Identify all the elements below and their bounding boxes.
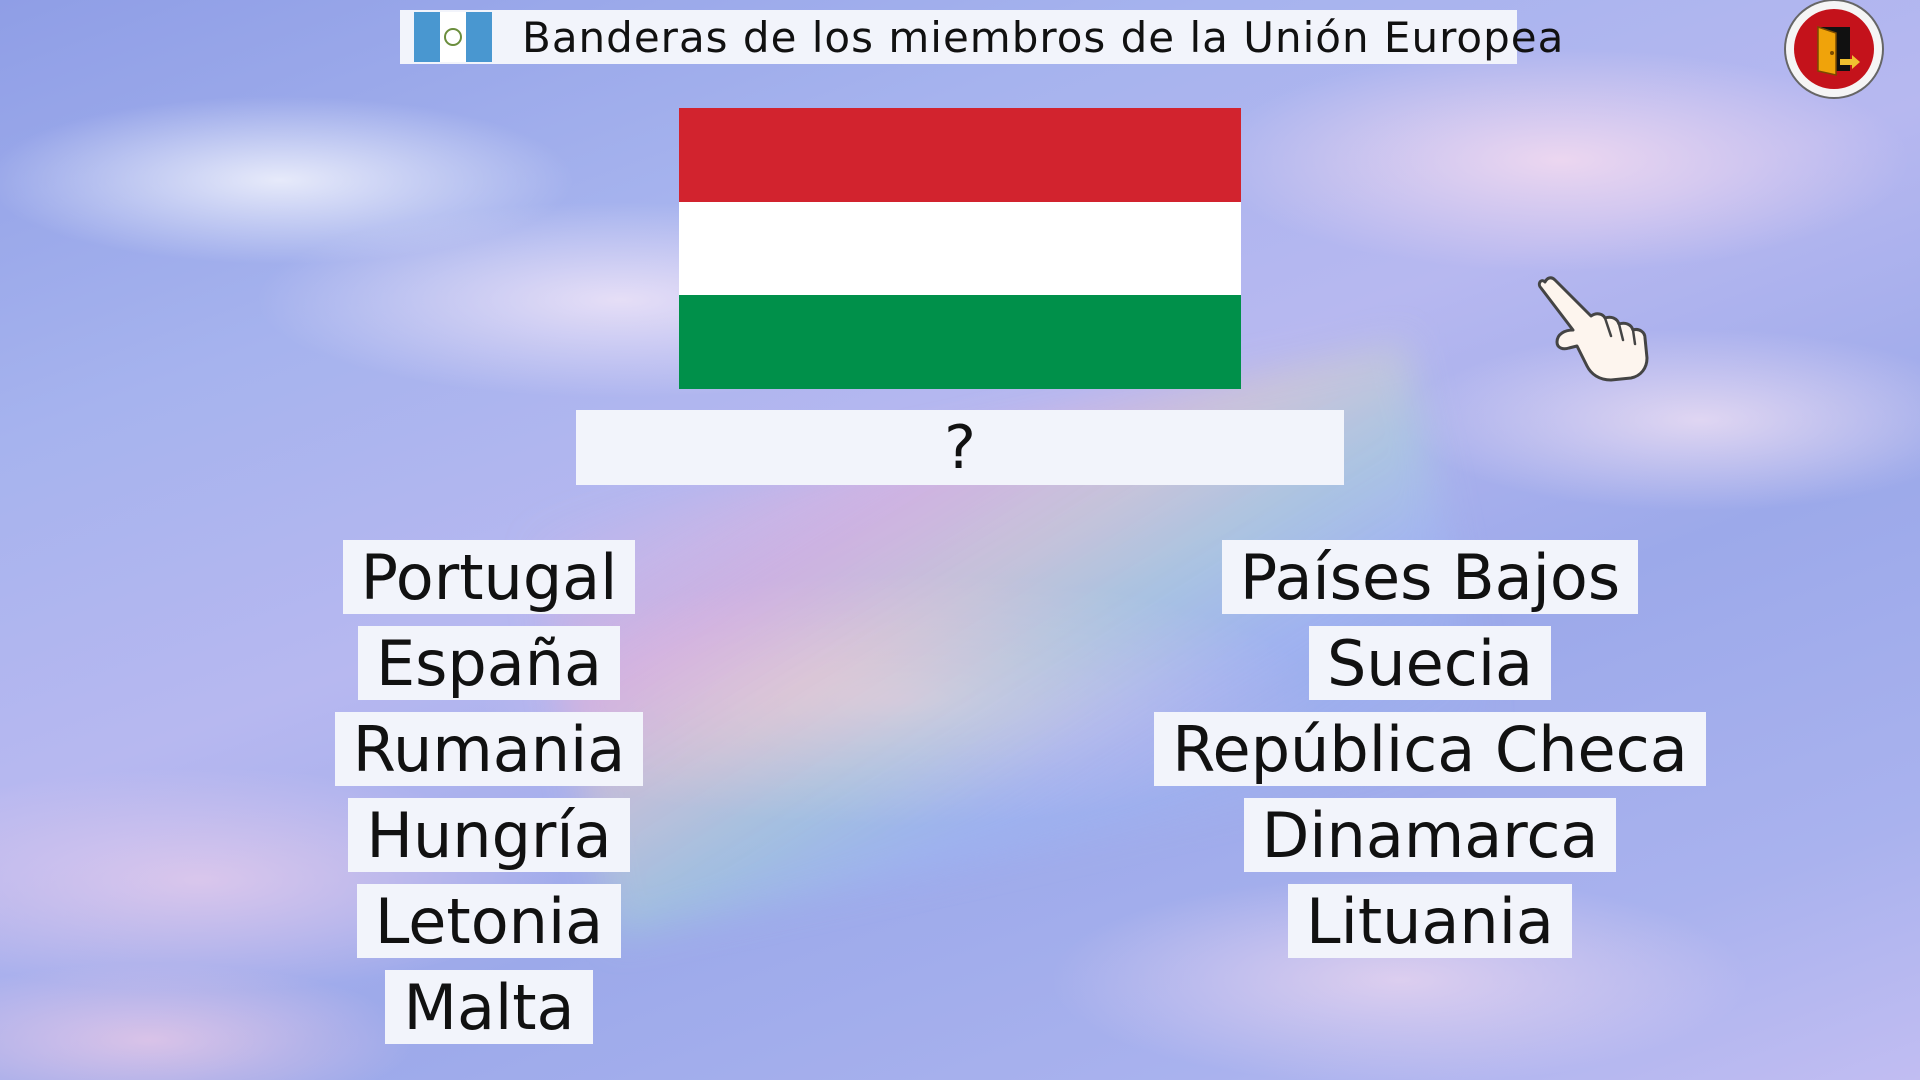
option-malta[interactable]: Malta	[385, 970, 593, 1044]
option-letonia[interactable]: Letonia	[356, 884, 622, 958]
option-republica-checa[interactable]: República Checa	[1154, 712, 1706, 786]
flag-stripe-red	[679, 108, 1241, 202]
answer-box: ?	[576, 410, 1344, 485]
flag-stripe-green	[679, 295, 1241, 390]
option-hungria[interactable]: Hungría	[348, 798, 630, 872]
option-espana[interactable]: España	[357, 626, 621, 700]
options-right: Países Bajos Suecia República Checa Dina…	[1130, 540, 1730, 970]
option-paises-bajos[interactable]: Países Bajos	[1221, 540, 1639, 614]
title-bar: Banderas de los miembros de la Unión Eur…	[400, 10, 1563, 64]
option-rumania[interactable]: Rumania	[334, 712, 644, 786]
page-title: Banderas de los miembros de la Unión Eur…	[522, 12, 1565, 62]
option-suecia[interactable]: Suecia	[1308, 626, 1552, 700]
guatemala-flag-icon	[414, 12, 492, 62]
exit-button[interactable]	[1786, 1, 1882, 97]
option-dinamarca[interactable]: Dinamarca	[1243, 798, 1617, 872]
options-left: Portugal España Rumania Hungría Letonia …	[289, 540, 689, 1056]
option-portugal[interactable]: Portugal	[342, 540, 636, 614]
flag-stripe-white	[679, 201, 1241, 296]
exit-door-icon	[1794, 9, 1874, 89]
hungary-flag	[679, 108, 1241, 390]
answer-text: ?	[944, 412, 976, 483]
option-lituania[interactable]: Lituania	[1288, 884, 1572, 958]
pointing-hand-icon	[1535, 274, 1655, 394]
